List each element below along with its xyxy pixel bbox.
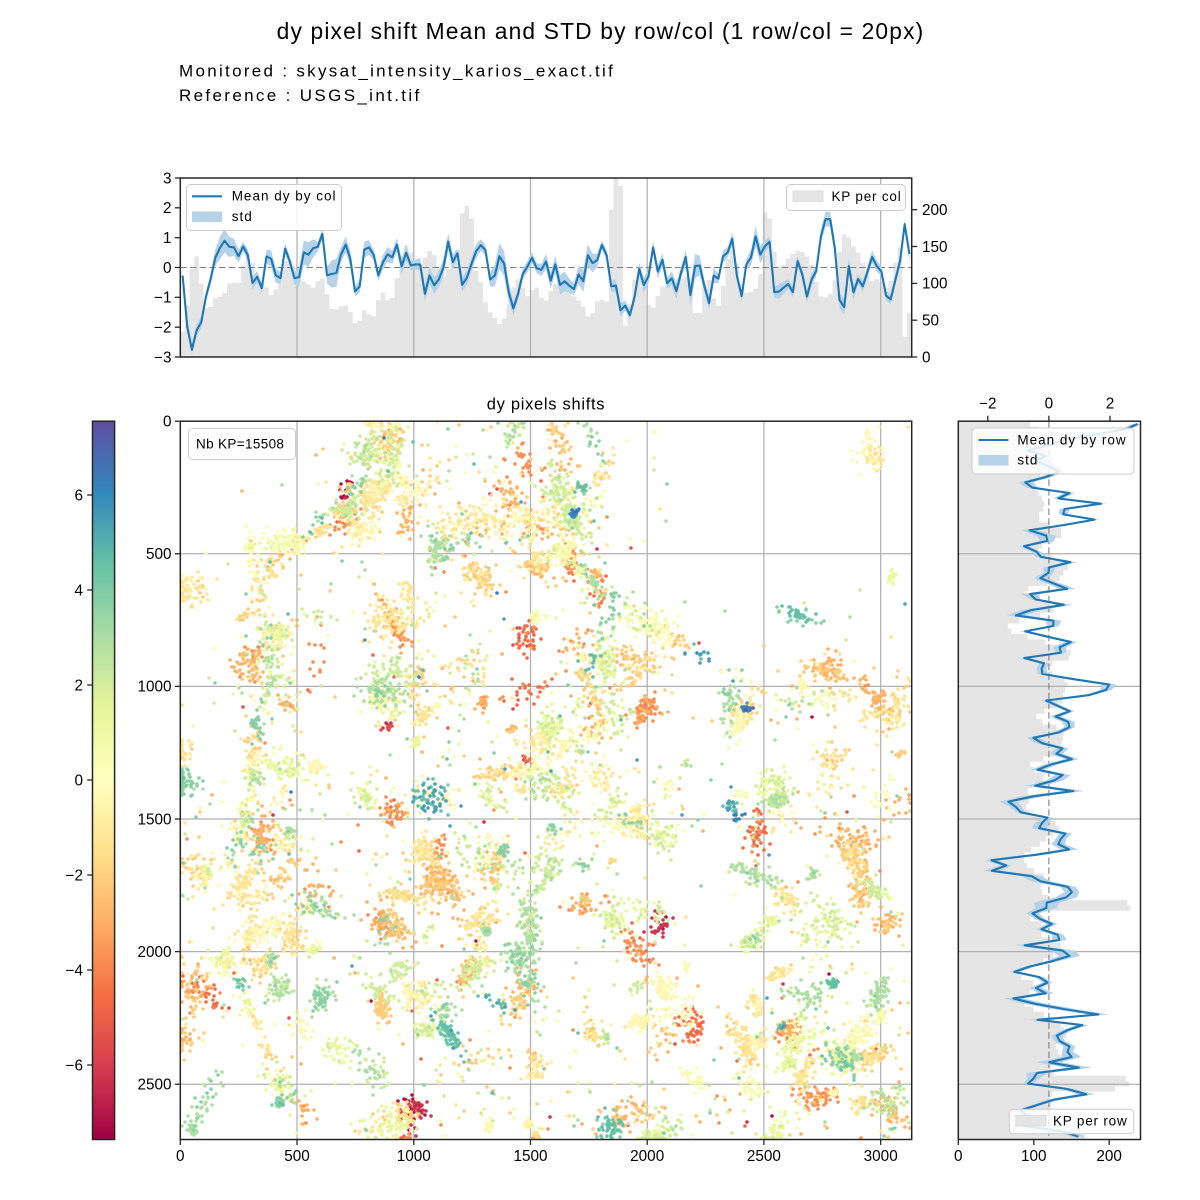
svg-text:dy pixels shifts: dy pixels shifts [487,396,606,414]
svg-text:500: 500 [146,546,172,563]
svg-text:Nb KP=15508: Nb KP=15508 [196,437,284,452]
svg-text:−2: −2 [979,396,996,413]
svg-text:6: 6 [74,487,83,504]
svg-text:2500: 2500 [747,1148,781,1165]
svg-text:Mean dy by row: Mean dy by row [1017,432,1126,447]
svg-text:200: 200 [922,202,948,219]
svg-text:std: std [1017,453,1038,468]
svg-text:Monitored : skysat_intensity_k: Monitored : skysat_intensity_karios_exac… [179,62,615,81]
svg-text:KP per col: KP per col [832,189,902,204]
svg-text:0: 0 [163,260,172,277]
svg-text:1000: 1000 [137,679,171,696]
svg-text:100: 100 [1021,1148,1047,1165]
svg-text:2: 2 [74,677,83,694]
svg-text:3000: 3000 [864,1148,898,1165]
svg-text:2: 2 [1106,396,1115,413]
svg-text:KP per row: KP per row [1053,1113,1128,1128]
svg-text:−2: −2 [154,320,171,337]
svg-text:100: 100 [922,276,948,293]
svg-text:3: 3 [163,170,172,187]
svg-text:0: 0 [176,1148,185,1165]
svg-text:2: 2 [163,200,172,217]
svg-text:−1: −1 [154,290,171,307]
svg-text:−4: −4 [66,962,84,979]
svg-text:1000: 1000 [397,1148,431,1165]
svg-text:2000: 2000 [630,1148,664,1165]
svg-text:Reference : USGS_int.tif: Reference : USGS_int.tif [179,86,422,105]
svg-text:1500: 1500 [513,1148,547,1165]
svg-text:std: std [232,209,253,224]
svg-text:dy pixel shift Mean and STD by: dy pixel shift Mean and STD by row/col (… [277,18,925,44]
svg-text:−2: −2 [66,867,83,884]
svg-text:0: 0 [74,772,83,789]
svg-text:2500: 2500 [137,1077,171,1094]
svg-text:150: 150 [922,239,948,256]
svg-text:−6: −6 [66,1057,83,1074]
svg-text:0: 0 [1045,396,1054,413]
svg-text:0: 0 [163,414,172,431]
svg-text:2000: 2000 [137,944,171,961]
svg-text:4: 4 [74,582,83,599]
svg-text:0: 0 [922,349,931,366]
svg-text:500: 500 [284,1148,310,1165]
svg-text:1: 1 [163,230,172,247]
svg-text:Mean dy by col: Mean dy by col [232,189,337,204]
svg-text:1500: 1500 [137,811,171,828]
svg-text:50: 50 [922,313,939,330]
svg-text:200: 200 [1096,1148,1122,1165]
svg-text:−3: −3 [154,349,171,366]
svg-text:0: 0 [954,1148,963,1165]
